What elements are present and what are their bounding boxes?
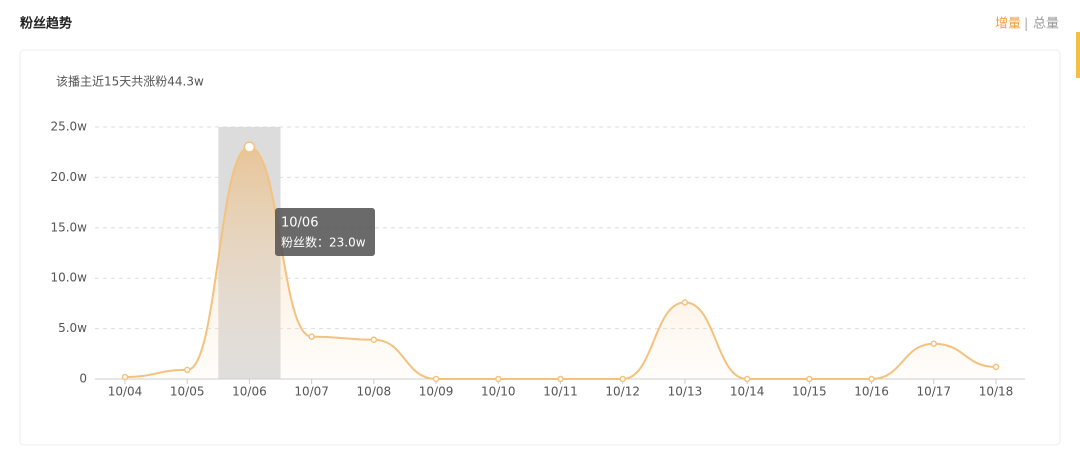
y-tick-label: 5.0w [58,321,87,335]
point [495,375,502,383]
y-tick-label: 15.0w [50,220,87,234]
point [868,375,875,383]
point [806,375,813,383]
x-tick-label: 10/12 [605,385,640,399]
point [370,336,378,343]
tooltip-label: 粉丝数：23.0w [281,235,366,250]
x-tick-label: 10/06 [232,385,267,399]
x-tick-label: 10/11 [543,385,578,399]
y-tick-label: 0 [79,372,87,386]
toggle-total[interactable]: 总量 [1033,17,1059,32]
point [619,375,626,383]
x-tick-label: 10/04 [108,385,143,399]
plot: 0 5.0w 10.0w 15.0w 20.0w 25.0w 10/04 10/05 10/06… [50,120,1025,399]
x-tick-label: 10/09 [419,385,454,399]
point [121,373,129,381]
x-tick-label: 10/15 [792,385,827,399]
x-tick-label: 10/14 [730,385,765,399]
point [308,333,315,340]
x-tick-label: 10/16 [854,385,889,399]
point [557,375,564,383]
point [681,299,689,306]
y-tick-label: 20.0w [50,170,87,184]
tooltip: 10/06 粉丝数：23.0w [275,208,375,256]
y-tick-label: 10.0w [50,271,87,285]
y-tick-label: 25.0w [50,120,87,134]
chart-subtitle: 该播主近15天共涨粉44.3w [56,74,204,89]
x-tick-label: 10/08 [357,385,392,399]
point [183,366,191,374]
page-title: 粉丝趋势 [20,16,72,32]
toggle-separator: | [1024,17,1028,32]
scroll-indicator [1076,32,1080,78]
toggle-increment[interactable]: 增量 [995,17,1021,32]
point [743,375,751,383]
point [432,375,440,383]
point [930,340,938,347]
x-tick-label: 10/07 [294,385,329,399]
x-tick-label: 10/10 [481,385,516,399]
point [243,141,256,153]
tooltip-box [275,208,375,256]
x-tick-label: 10/18 [979,385,1014,399]
x-tick-label: 10/17 [916,385,951,399]
tooltip-title: 10/06 [281,216,318,231]
x-tick-label: 10/13 [668,385,703,399]
x-tick-label: 10/05 [170,385,205,399]
point [992,363,1000,371]
